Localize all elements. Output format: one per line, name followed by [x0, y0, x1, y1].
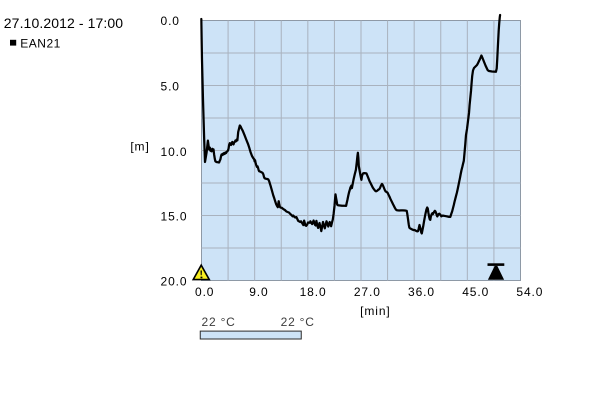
svg-text:EAN21: EAN21: [20, 36, 61, 50]
svg-text:45.0: 45.0: [462, 285, 489, 299]
svg-text:18.0: 18.0: [300, 285, 327, 299]
svg-text:10.0: 10.0: [161, 145, 188, 159]
svg-text:5.0: 5.0: [161, 80, 180, 94]
svg-text:9.0: 9.0: [249, 285, 268, 299]
svg-text:0.0: 0.0: [195, 285, 214, 299]
svg-text:36.0: 36.0: [408, 285, 435, 299]
svg-text:[min]: [min]: [360, 304, 391, 318]
svg-text:20.0: 20.0: [161, 275, 188, 289]
svg-text:27.0: 27.0: [354, 285, 381, 299]
svg-text:27.10.2012 - 17:00: 27.10.2012 - 17:00: [4, 15, 123, 31]
svg-text:22 °C: 22 °C: [281, 315, 315, 329]
svg-text:22 °C: 22 °C: [202, 315, 236, 329]
svg-text:54.0: 54.0: [516, 285, 543, 299]
svg-text:0.0: 0.0: [161, 14, 180, 28]
svg-text:[m]: [m]: [130, 139, 149, 153]
svg-text:15.0: 15.0: [161, 210, 188, 224]
